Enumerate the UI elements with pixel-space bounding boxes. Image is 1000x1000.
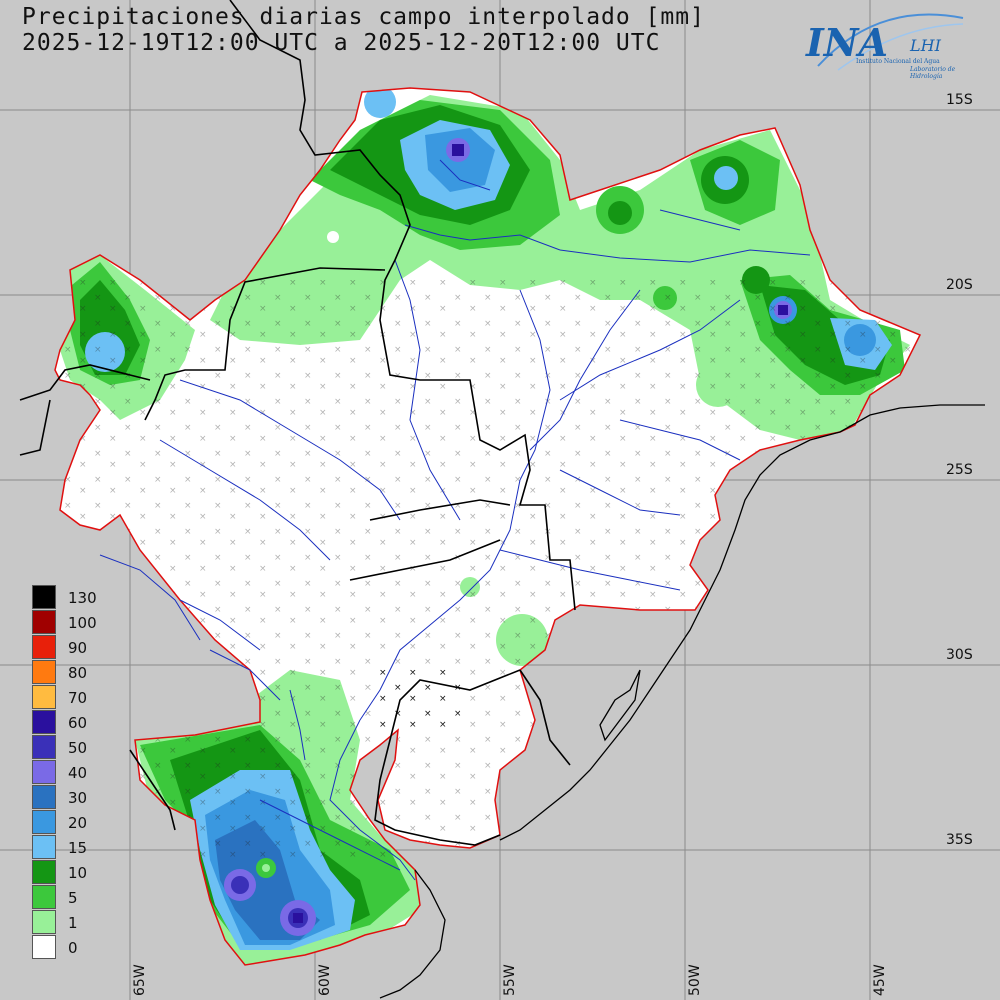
legend-label: 30 xyxy=(68,789,88,807)
legend-label: 1 xyxy=(68,914,78,932)
coastline xyxy=(379,404,985,999)
legend-label: 130 xyxy=(68,589,97,607)
legend-label: 60 xyxy=(68,714,88,732)
legend-swatch xyxy=(32,885,56,909)
lon-label: 45W xyxy=(872,964,888,996)
lon-label: 65W xyxy=(132,964,148,996)
rivers xyxy=(99,159,811,881)
lat-label: 25S xyxy=(946,462,973,478)
legend-swatch xyxy=(32,785,56,809)
lat-label: 15S xyxy=(946,92,973,108)
precip-50mm-core xyxy=(231,876,249,894)
precip-15mm-spot xyxy=(714,166,738,190)
logo-text-institute: Instituto Nacional del Agua xyxy=(856,58,940,65)
legend-label: 40 xyxy=(68,764,88,782)
lat-label: 30S xyxy=(946,647,973,663)
precip-60mm-core xyxy=(293,913,303,923)
precip-10mm-spot xyxy=(608,201,632,225)
legend-swatch xyxy=(32,660,56,684)
legend-swatch xyxy=(32,810,56,834)
logo-swoosh-icon xyxy=(817,13,964,71)
legend-swatch xyxy=(32,685,56,709)
legend-swatch xyxy=(32,835,56,859)
legend-swatch xyxy=(32,860,56,884)
legend-swatch xyxy=(32,610,56,634)
legend-label: 90 xyxy=(68,639,88,657)
legend-label: 15 xyxy=(68,839,88,857)
lat-label: 20S xyxy=(946,277,973,293)
logo-name: INA xyxy=(806,20,888,65)
legend-swatch xyxy=(32,585,56,609)
legend-swatch xyxy=(32,735,56,759)
legend-label: 10 xyxy=(68,864,88,882)
map-title: Precipitaciones diarias campo interpolad… xyxy=(22,4,705,30)
precip-0mm-hole xyxy=(262,864,270,872)
legend-label: 5 xyxy=(68,889,78,907)
lon-label: 55W xyxy=(502,964,518,996)
legend-swatch xyxy=(32,910,56,934)
legend-label: 70 xyxy=(68,689,88,707)
legend-swatch xyxy=(32,635,56,659)
legend-swatch xyxy=(32,935,56,959)
precip-60mm-core xyxy=(452,144,464,156)
precip-15mm-spot xyxy=(364,88,396,118)
logo-text-lab: Laboratorio de Hidrología xyxy=(910,66,956,80)
lon-label: 60W xyxy=(317,964,333,996)
precip-field xyxy=(60,88,920,965)
legend-label: 0 xyxy=(68,939,78,957)
lat-label: 35S xyxy=(946,832,973,848)
lon-label: 50W xyxy=(687,964,703,996)
country-borders xyxy=(19,0,576,846)
legend-swatch xyxy=(32,710,56,734)
legend-label: 100 xyxy=(68,614,97,632)
precip-0mm-hole xyxy=(327,231,339,243)
logo-unit: LHI xyxy=(910,36,941,55)
legend-swatch xyxy=(32,760,56,784)
legend-label: 20 xyxy=(68,814,88,832)
ina-logo: INA LHI Instituto Nacional del Agua Labo… xyxy=(798,6,968,86)
map-date-range: 2025-12-19T12:00 UTC a 2025-12-20T12:00 … xyxy=(22,30,661,56)
legend-label: 50 xyxy=(68,739,88,757)
legend-label: 80 xyxy=(68,664,88,682)
